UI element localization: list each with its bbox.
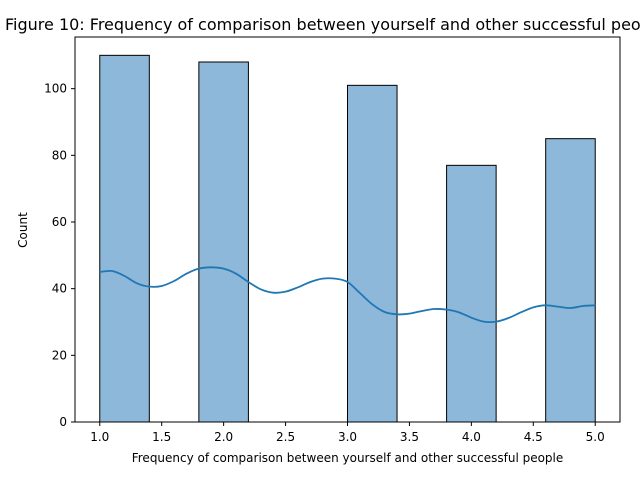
histogram-bar xyxy=(198,61,249,423)
y-tick-label: 100 xyxy=(44,82,67,96)
y-tick-label: 20 xyxy=(52,348,67,362)
x-tick-label: 3.5 xyxy=(400,430,419,444)
y-axis-ticks: 0 20 40 60 80 100 xyxy=(44,82,75,429)
x-tick-label: 2.5 xyxy=(276,430,295,444)
y-tick-label: 80 xyxy=(52,148,67,162)
histogram-bar xyxy=(99,54,150,423)
bars-group xyxy=(99,54,596,423)
x-axis-label: Frequency of comparison between yourself… xyxy=(132,451,564,465)
x-tick-label: 4.0 xyxy=(462,430,481,444)
histogram-bar xyxy=(347,84,398,423)
y-axis-label: Count xyxy=(16,212,30,248)
histogram-bar xyxy=(545,138,596,423)
x-axis-ticks: 1.0 1.5 2.0 2.5 3.0 3.5 4.0 4.5 5.0 xyxy=(90,422,605,444)
x-tick-label: 5.0 xyxy=(586,430,605,444)
x-tick-label: 1.0 xyxy=(90,430,109,444)
histogram-bar xyxy=(446,164,497,423)
x-tick-label: 3.0 xyxy=(338,430,357,444)
y-tick-label: 60 xyxy=(52,215,67,229)
kde-line xyxy=(99,266,596,324)
x-tick-label: 1.5 xyxy=(152,430,171,444)
y-tick-label: 0 xyxy=(59,415,67,429)
kde-group xyxy=(99,266,596,324)
y-tick-label: 40 xyxy=(52,282,67,296)
x-tick-label: 2.0 xyxy=(214,430,233,444)
chart-title: Figure 10: Frequency of comparison betwe… xyxy=(5,15,640,34)
x-tick-label: 4.5 xyxy=(524,430,543,444)
